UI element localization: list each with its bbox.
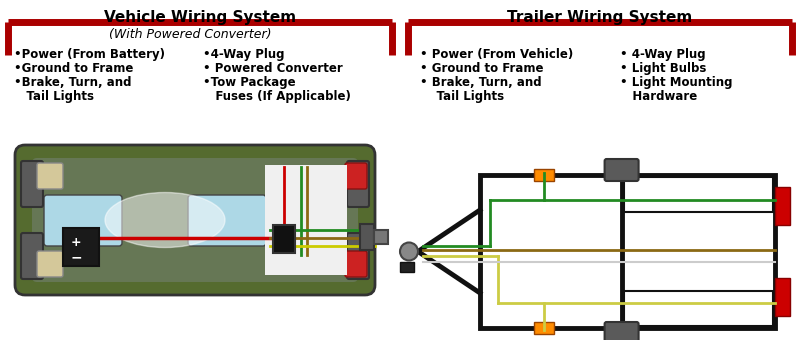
Text: • Light Bulbs: • Light Bulbs — [620, 62, 706, 75]
Bar — [624, 291, 773, 326]
Text: •4-Way Plug: •4-Way Plug — [203, 48, 285, 61]
Bar — [534, 322, 554, 334]
FancyBboxPatch shape — [32, 158, 358, 282]
Bar — [775, 187, 790, 225]
Text: • Power (From Vehicle): • Power (From Vehicle) — [420, 48, 574, 61]
Bar — [360, 224, 374, 250]
Bar — [480, 175, 775, 328]
FancyBboxPatch shape — [15, 145, 375, 295]
Text: (With Powered Converter): (With Powered Converter) — [109, 28, 271, 41]
Text: Tail Lights: Tail Lights — [14, 90, 94, 103]
Text: •Power (From Battery): •Power (From Battery) — [14, 48, 165, 61]
Text: • Brake, Turn, and: • Brake, Turn, and — [420, 76, 542, 89]
Text: •Tow Package: •Tow Package — [203, 76, 296, 89]
Text: •Ground to Frame: •Ground to Frame — [14, 62, 134, 75]
Text: • Powered Converter: • Powered Converter — [203, 62, 342, 75]
FancyBboxPatch shape — [37, 163, 63, 189]
Text: −: − — [71, 250, 82, 264]
Bar — [63, 228, 99, 266]
FancyBboxPatch shape — [188, 195, 266, 246]
FancyBboxPatch shape — [347, 233, 369, 279]
Text: Trailer Wiring System: Trailer Wiring System — [507, 10, 693, 25]
Text: •Brake, Turn, and: •Brake, Turn, and — [14, 76, 131, 89]
Text: • 4-Way Plug: • 4-Way Plug — [620, 48, 706, 61]
Text: Tail Lights: Tail Lights — [420, 90, 504, 103]
Bar — [624, 177, 773, 212]
Text: Hardware: Hardware — [620, 90, 698, 103]
Bar — [374, 230, 388, 244]
Bar — [534, 169, 554, 181]
FancyBboxPatch shape — [345, 251, 367, 277]
Bar — [400, 261, 414, 272]
FancyBboxPatch shape — [44, 195, 122, 246]
Bar — [775, 278, 790, 316]
FancyBboxPatch shape — [605, 159, 638, 181]
Text: +: + — [71, 236, 82, 249]
Ellipse shape — [105, 192, 225, 248]
FancyBboxPatch shape — [37, 251, 63, 277]
Circle shape — [400, 242, 418, 260]
FancyBboxPatch shape — [347, 161, 369, 207]
FancyBboxPatch shape — [21, 161, 43, 207]
Text: Vehicle Wiring System: Vehicle Wiring System — [104, 10, 296, 25]
Bar — [273, 225, 295, 253]
FancyBboxPatch shape — [345, 163, 367, 189]
FancyBboxPatch shape — [21, 233, 43, 279]
Text: Fuses (If Applicable): Fuses (If Applicable) — [203, 90, 351, 103]
Text: • Ground to Frame: • Ground to Frame — [420, 62, 543, 75]
FancyBboxPatch shape — [605, 322, 638, 340]
Bar — [265, 165, 347, 275]
Text: • Light Mounting: • Light Mounting — [620, 76, 733, 89]
